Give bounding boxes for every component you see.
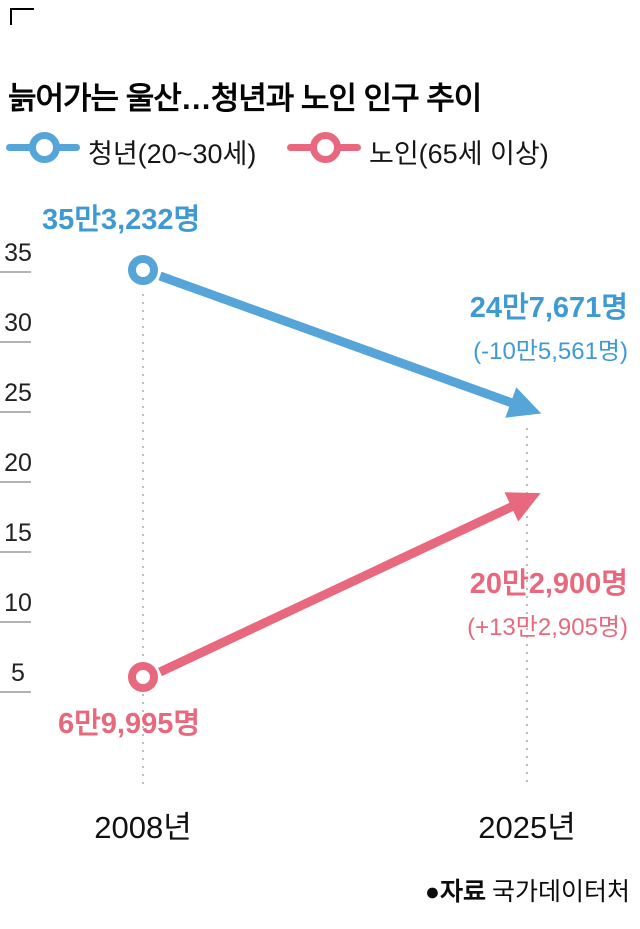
youth-end-annotation: 24만7,671명 (-10만5,561명) (470, 284, 628, 366)
source-label: ●자료 (424, 878, 486, 906)
x-axis-label-2008: 2008년 (94, 810, 192, 845)
elderly-start-value: 6만9,995명 (58, 708, 201, 740)
y-axis-label-30: 30 (4, 309, 32, 337)
elderly-start-marker (128, 662, 158, 692)
youth-start-marker (128, 255, 158, 285)
legend-label-elderly: 노인(65세 이상) (369, 139, 549, 169)
source-text: 국가데이터처 (491, 878, 630, 906)
elderly-change-value: (+13만2,905명) (467, 614, 628, 641)
elderly-marker-icon (310, 132, 341, 163)
source-note: ●자료 국가데이터처 (425, 872, 630, 908)
youth-end-value: 24만7,671명 (469, 292, 628, 324)
youth-change-value: (-10만5,561명) (473, 338, 628, 365)
y-axis-label-10: 10 (4, 589, 32, 617)
y-axis-label-25: 25 (4, 379, 32, 407)
elderly-end-value: 20만2,900명 (469, 568, 628, 600)
legend-label-youth: 청년(20~30세) (88, 139, 257, 169)
corner-crop-mark (10, 8, 34, 25)
y-axis-label-35: 35 (4, 239, 32, 267)
y-axis-label-20: 20 (4, 449, 32, 477)
elderly-end-annotation: 20만2,900명 (+13만2,905명) (467, 560, 628, 642)
youth-start-value: 35만3,232명 (42, 204, 201, 236)
y-axis-label-15: 15 (4, 519, 32, 547)
y-axis-label-5: 5 (11, 659, 25, 687)
youth-marker-icon (29, 132, 60, 163)
x-axis-label-2025: 2025년 (478, 810, 576, 845)
chart-title: 늙어가는 울산…청년과 노인 인구 추이 (8, 80, 482, 116)
